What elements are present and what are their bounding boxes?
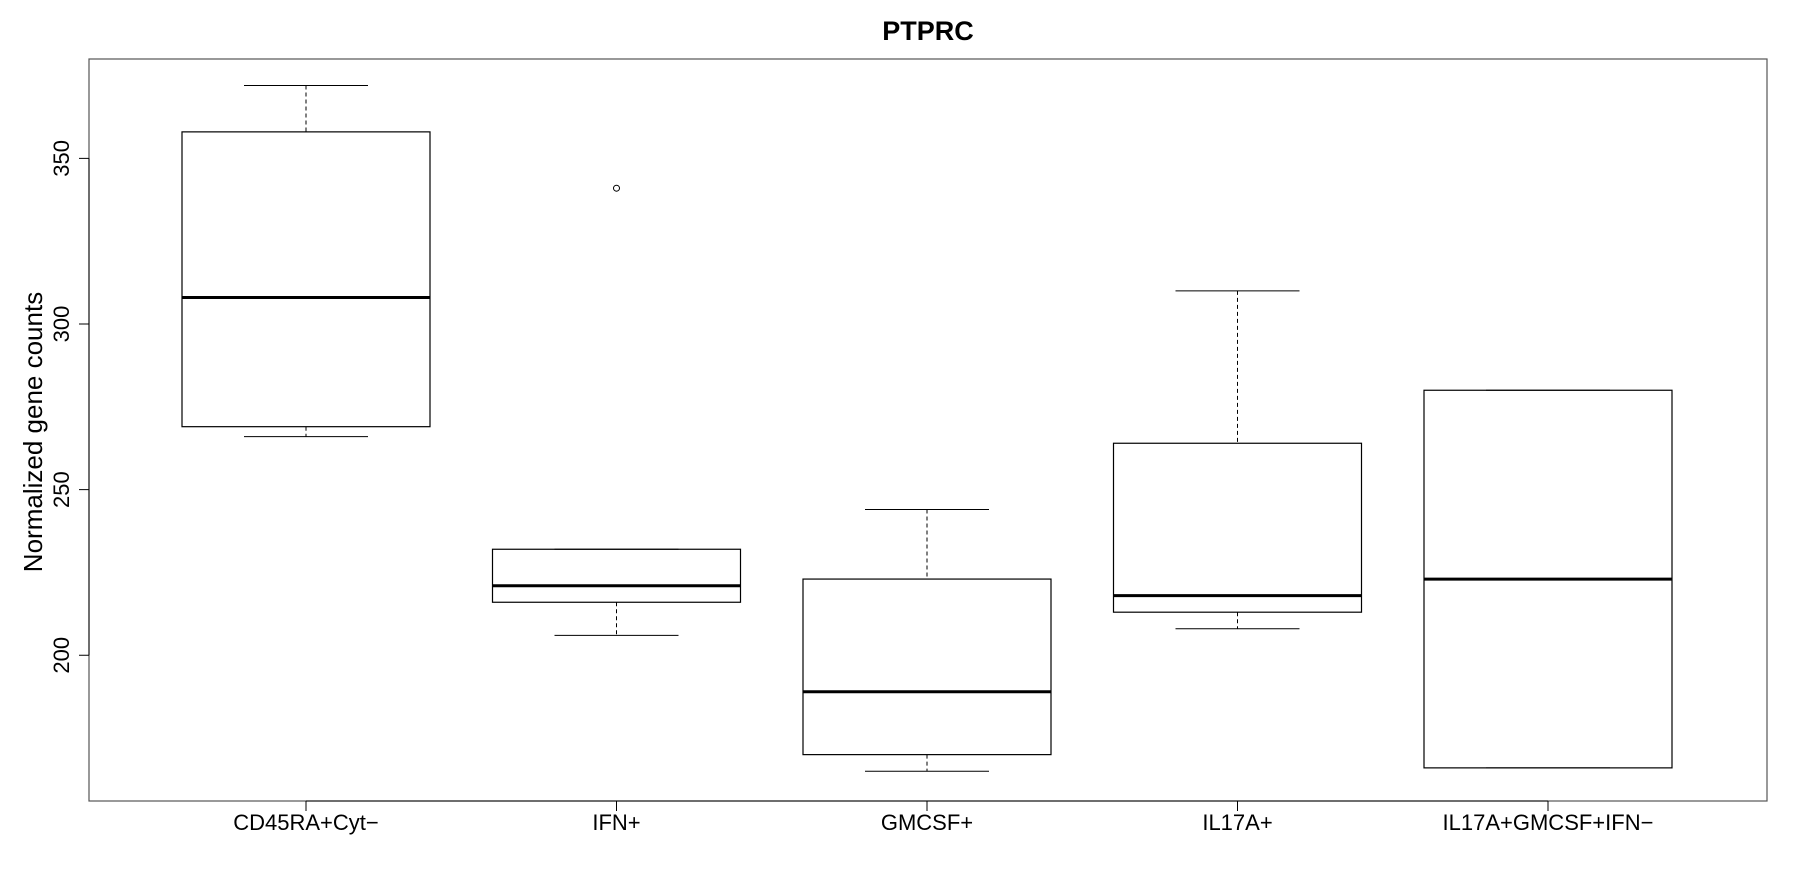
- y-tick-label: 250: [49, 471, 74, 508]
- chart-title: PTPRC: [882, 16, 974, 46]
- chart-marks: 200 250 300 350 CD45RA+Cyt− IFN+ GMCSF+ IL17A+ I…: [49, 85, 1673, 835]
- x-tick-label: CD45RA+Cyt−: [233, 810, 379, 835]
- box: [802, 578, 1052, 756]
- outlier-point: [613, 184, 620, 192]
- box: [1112, 442, 1363, 613]
- x-tick-label: GMCSF+: [881, 810, 973, 835]
- box: [181, 131, 431, 428]
- x-tick-label: IL17A+: [1202, 810, 1272, 835]
- y-tick-label: 300: [49, 306, 74, 343]
- y-tick-label: 200: [49, 637, 74, 674]
- y-tick-label: 350: [49, 140, 74, 177]
- box: [491, 548, 742, 603]
- y-axis-label: Normalized gene counts: [18, 292, 48, 572]
- x-tick-label: IFN+: [592, 810, 640, 835]
- x-tick-label: IL17A+GMCSF+IFN−: [1443, 810, 1654, 835]
- plot-frame: [88, 58, 1768, 802]
